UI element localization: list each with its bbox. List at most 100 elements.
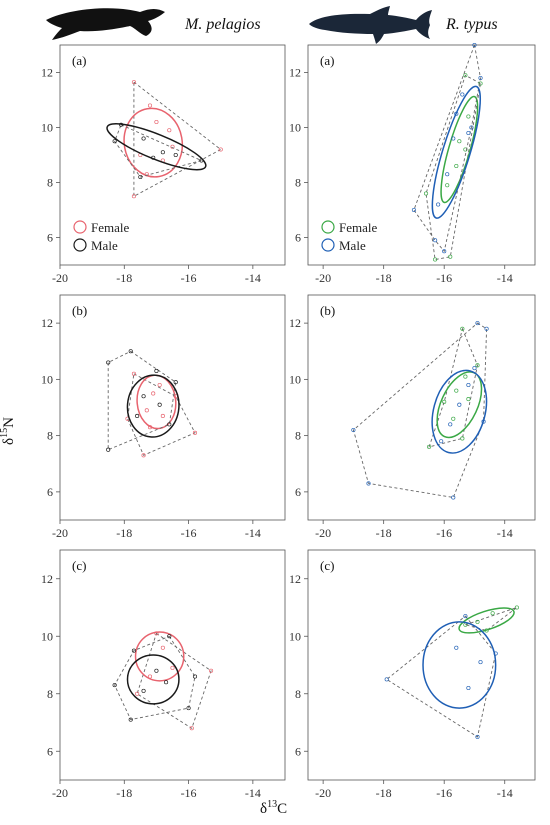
male-ellipse [126, 654, 180, 705]
x-tick-label: -14 [245, 786, 261, 800]
y-tick-label: 8 [295, 176, 301, 190]
male-data-point [466, 685, 471, 691]
y-tick-label: 12 [41, 316, 53, 330]
female-data-point [466, 397, 471, 402]
legend-male-label: Male [91, 238, 118, 253]
male-data-point [472, 366, 477, 371]
male-data-point [442, 249, 447, 254]
legend: Female Male [321, 220, 377, 253]
male-data-point [469, 125, 474, 130]
male-data-point [484, 326, 489, 331]
x-tick-label: -18 [116, 786, 132, 800]
y-tick-label: 6 [47, 485, 53, 499]
y-tick-label: 6 [295, 485, 301, 499]
female-data-point [514, 605, 519, 610]
x-tick-label: -20 [315, 786, 331, 800]
male-data-point [192, 674, 198, 679]
female-ellipse [458, 607, 515, 634]
male-data-point [141, 688, 146, 693]
x-tick-label: -18 [116, 271, 132, 285]
male-data-point [141, 136, 146, 141]
left-species-title: M. pelagios [184, 16, 261, 33]
female-data-point [460, 326, 465, 331]
chart-panels: -20 -18 -16 -14 6 8 10 12 (a) Female Male -20 -18 -16… [41, 42, 536, 800]
y-axis-title: δ15N [0, 417, 17, 445]
female-data-point [463, 73, 468, 78]
male-data-point [173, 380, 178, 385]
male-data-point [451, 136, 456, 141]
male-data-point [475, 321, 480, 326]
panel-mpelagios-b: -20 -18 -16 -14 6 8 10 12 (b) [41, 294, 286, 540]
female-data-point [154, 119, 159, 125]
female-ellipse [123, 107, 184, 178]
x-tick-label: -14 [245, 271, 261, 285]
x-tick-label: -14 [497, 271, 513, 285]
y-tick-label: 6 [47, 231, 53, 245]
female-data-point [209, 668, 214, 673]
male-data-point [366, 481, 371, 486]
female-data-point [466, 114, 471, 119]
y-tick-label: 8 [47, 176, 53, 190]
male-data-point [138, 174, 143, 180]
male-data-point [451, 495, 456, 500]
plot-frame [307, 549, 536, 781]
x-tick-label: -14 [497, 526, 513, 540]
x-tick-label: -18 [376, 786, 392, 800]
female-data-point [463, 147, 468, 152]
female-ellipse [436, 371, 483, 439]
female-data-point [218, 147, 223, 152]
male-data-point [436, 202, 441, 207]
male-data-point [106, 360, 111, 365]
male-data-point [167, 634, 172, 639]
male-data-point [384, 677, 389, 682]
female-convex-hull [133, 81, 222, 198]
x-tick-label: -14 [245, 526, 261, 540]
male-data-point [112, 683, 117, 688]
plot-frame [307, 294, 536, 521]
y-tick-label: 12 [41, 572, 53, 586]
male-data-point [466, 382, 471, 388]
male-data-point [164, 680, 169, 685]
female-data-point [189, 726, 194, 731]
female-data-point [490, 611, 495, 616]
male-data-point [439, 439, 444, 444]
panel-mpelagios-a: -20 -18 -16 -14 6 8 10 12 (a) Female Male [41, 44, 286, 285]
male-ellipse [431, 369, 488, 454]
panel-rtypus-b: -20 -18 -16 -14 6 8 10 12 (b) [289, 294, 536, 540]
female-data-point [433, 257, 438, 262]
female-data-point [131, 194, 136, 199]
female-convex-hull [425, 74, 481, 261]
x-tick-label: -16 [436, 271, 452, 285]
male-convex-hull [413, 43, 481, 253]
panel-label: (c) [72, 558, 86, 573]
male-data-point [128, 717, 133, 722]
female-data-point [442, 399, 447, 404]
y-tick-label: 6 [47, 744, 53, 758]
male-data-point [112, 139, 117, 144]
plot-frame [59, 549, 286, 781]
male-convex-hull [385, 615, 497, 738]
x-tick-label: -16 [436, 526, 452, 540]
y-tick-label: 10 [289, 629, 301, 643]
female-data-point [475, 363, 480, 368]
y-tick-label: 12 [289, 572, 301, 586]
female-convex-hull [463, 607, 518, 631]
panel-label: (c) [320, 558, 334, 573]
female-data-point [192, 430, 198, 435]
male-data-point [411, 207, 416, 213]
female-data-point [151, 391, 156, 396]
y-tick-label: 8 [47, 429, 53, 443]
y-tick-label: 10 [289, 372, 301, 386]
plot-frame [307, 44, 536, 266]
panel-label: (a) [72, 53, 86, 68]
y-tick-label: 12 [41, 66, 53, 80]
x-tick-label: -20 [315, 526, 331, 540]
male-ellipse [431, 85, 482, 219]
x-tick-label: -14 [497, 786, 513, 800]
y-tick-label: 10 [41, 121, 53, 135]
male-convex-hull [114, 635, 196, 721]
y-tick-label: 8 [295, 429, 301, 443]
female-data-point [144, 408, 149, 413]
female-data-point [160, 645, 165, 650]
legend-male-label: Male [339, 238, 366, 253]
